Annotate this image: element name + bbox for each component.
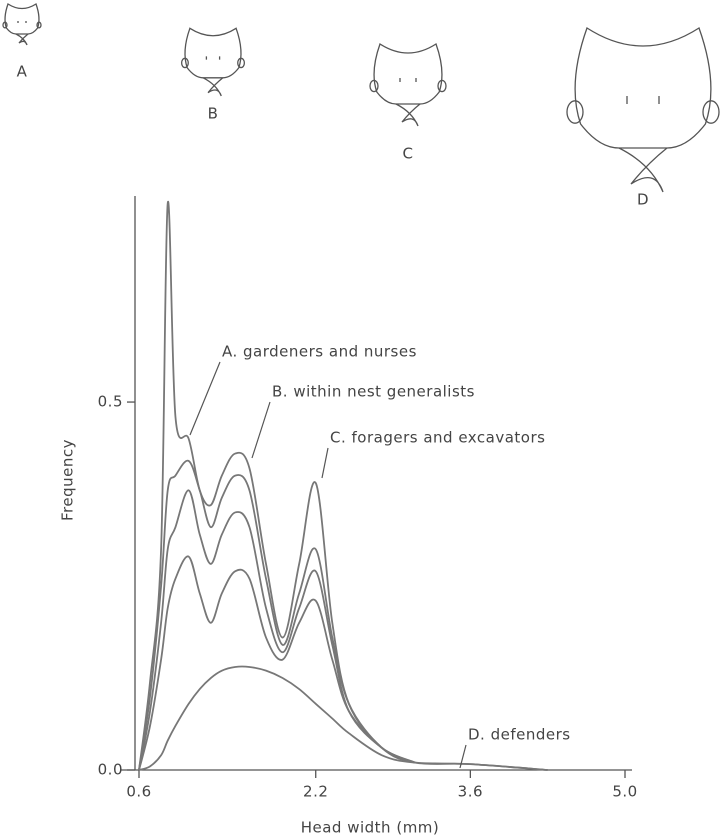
y-axis-label: Frequency xyxy=(59,439,77,521)
annotation-leader xyxy=(189,361,221,436)
annotation-leader xyxy=(459,744,467,769)
head-drawing xyxy=(567,28,719,192)
data-line xyxy=(138,665,548,771)
x-tick-label: 5.0 xyxy=(612,783,637,801)
data-line xyxy=(138,489,416,771)
x-tick-label: 0.6 xyxy=(126,783,151,801)
annotation-leader xyxy=(321,447,329,479)
x-axis-label: Head width (mm) xyxy=(301,819,440,837)
head-label: D xyxy=(637,191,649,209)
y-tick-label: 0.0 xyxy=(98,761,123,779)
annotation-leader xyxy=(251,401,271,459)
annotation: D. defenders xyxy=(468,726,571,744)
annotation: C. foragers and excavators xyxy=(330,429,545,447)
head-label: C xyxy=(403,145,414,163)
head-label: A xyxy=(17,63,28,81)
head-label: B xyxy=(208,105,219,123)
annotation: A. gardeners and nurses xyxy=(222,343,417,361)
annotation: B. within nest generalists xyxy=(272,383,475,401)
data-line xyxy=(138,459,416,771)
data-line xyxy=(138,555,416,771)
head-drawing xyxy=(182,28,245,96)
x-tick-label: 2.2 xyxy=(303,783,328,801)
head-drawing xyxy=(370,44,446,126)
x-tick-label: 3.6 xyxy=(458,783,483,801)
y-tick-label: 0.5 xyxy=(98,393,123,411)
head-drawing xyxy=(3,4,41,45)
